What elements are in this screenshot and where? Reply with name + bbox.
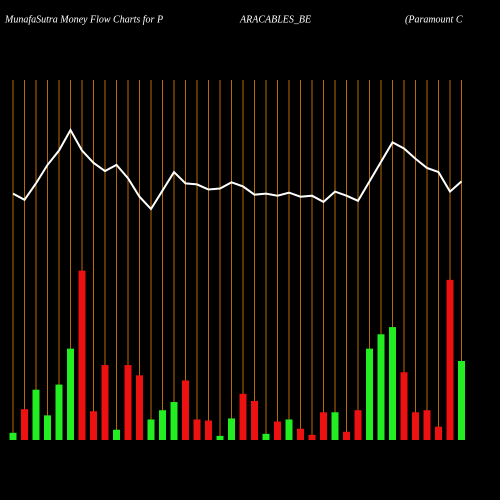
bar [55, 384, 63, 440]
chart-title: (Paramount C [405, 14, 463, 25]
bar [297, 428, 304, 440]
bar [113, 429, 120, 440]
bar [193, 419, 201, 440]
bar [21, 409, 28, 440]
chart-title: ARACABLES_BE [239, 14, 311, 25]
chart-title: MunafaSutra Money Flow Charts for P [4, 14, 163, 25]
bar [239, 393, 247, 440]
bar [228, 418, 235, 440]
line [12, 127, 463, 211]
bar [320, 412, 327, 440]
bar [101, 365, 109, 440]
bar [44, 415, 51, 440]
bar [377, 334, 385, 440]
bar [90, 411, 97, 440]
bar [159, 410, 166, 440]
bar [435, 426, 442, 440]
bar [205, 420, 212, 440]
bar [147, 419, 155, 440]
bar [331, 412, 339, 440]
bar [136, 375, 143, 440]
bar [9, 432, 17, 440]
bar [170, 402, 178, 440]
bar [308, 434, 316, 440]
bar [343, 431, 350, 440]
bar [216, 435, 224, 440]
bar [78, 270, 86, 440]
bar [285, 419, 293, 440]
bar [458, 360, 465, 440]
bar [354, 410, 362, 440]
bar [446, 279, 454, 440]
bar [182, 380, 189, 440]
bar [67, 348, 74, 440]
bar [274, 421, 281, 440]
bar [423, 410, 431, 440]
bar [251, 400, 258, 440]
bar [124, 365, 132, 440]
bar [32, 389, 40, 440]
bar [400, 372, 408, 440]
bar [366, 348, 373, 440]
bar [262, 433, 270, 440]
bar [389, 327, 396, 440]
bar [412, 412, 419, 440]
